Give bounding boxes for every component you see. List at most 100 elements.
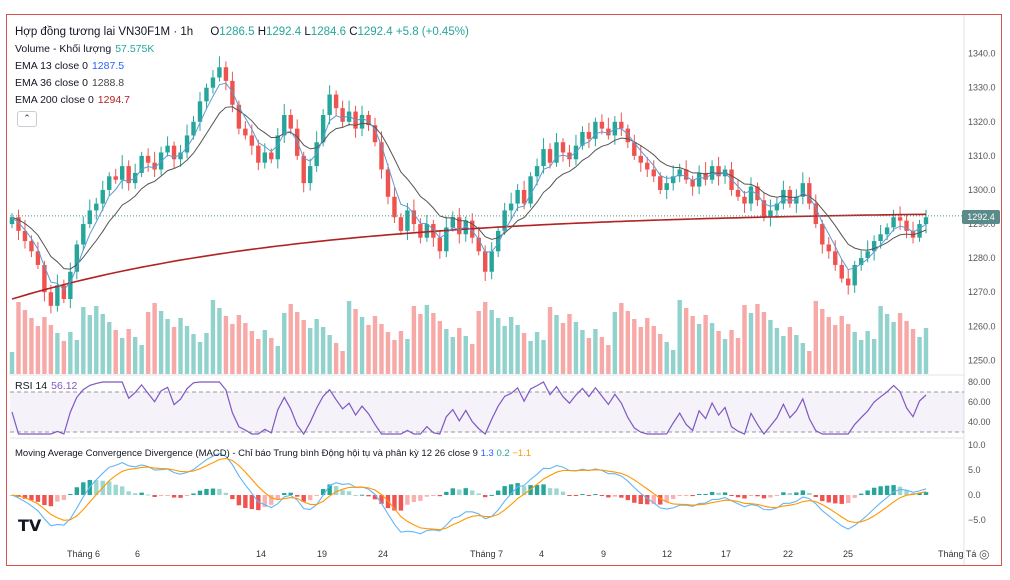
volume-bar xyxy=(813,301,819,374)
candle-body xyxy=(42,264,47,293)
candle-body xyxy=(735,189,741,197)
macd-histogram-bar xyxy=(800,490,806,495)
macd-histogram-bar xyxy=(288,492,293,495)
x-tick-label: 19 xyxy=(317,549,327,559)
volume-bar xyxy=(55,333,60,374)
volume-bar xyxy=(372,316,378,374)
ohlc-low: 1284.6 xyxy=(310,26,346,38)
macd-histogram-bar xyxy=(366,495,371,497)
legend-ema200[interactable]: EMA 200 close 0 1294.7 xyxy=(15,94,130,107)
macd-histogram-bar xyxy=(29,495,34,501)
candle-body xyxy=(126,166,131,184)
ohlc-low-label: L xyxy=(304,26,311,38)
volume-bar xyxy=(632,319,637,374)
candle-body xyxy=(632,142,637,156)
macd-histogram-bar xyxy=(359,494,365,496)
macd-histogram-bar xyxy=(282,493,287,495)
macd-histogram-bar xyxy=(210,488,216,495)
macd-histogram-bar xyxy=(774,495,780,496)
legend-ema36[interactable]: EMA 36 close 0 1288.8 xyxy=(15,77,124,90)
volume-bar xyxy=(262,330,268,374)
macd-histogram-bar xyxy=(372,495,378,500)
price-change: +5.8 (+0.45%) xyxy=(395,26,469,38)
legend-rsi[interactable]: RSI 14 56.12 xyxy=(15,380,77,393)
volume-bar xyxy=(696,324,702,374)
volume-bar xyxy=(502,326,507,374)
macd-histogram-bar xyxy=(132,493,138,495)
macd-histogram-bar xyxy=(807,492,812,495)
volume-bar xyxy=(113,330,118,374)
macd-histogram-bar xyxy=(820,495,825,502)
macd-histogram-bar xyxy=(599,495,605,496)
legend-macd[interactable]: Moving Average Convergence Divergence (M… xyxy=(15,447,531,460)
macd-histogram-bar xyxy=(878,486,883,495)
legend-ema13[interactable]: EMA 13 close 0 1287.5 xyxy=(15,60,124,73)
macd-histogram-bar xyxy=(865,490,870,495)
macd-histogram-bar xyxy=(781,492,786,495)
tradingview-logo[interactable]: TV xyxy=(18,516,42,535)
volume-bar xyxy=(191,334,196,374)
volume-bar xyxy=(560,323,566,374)
volume-bar xyxy=(735,338,741,374)
ema13-label: EMA 13 close 0 xyxy=(15,60,88,72)
candle-body xyxy=(606,128,611,136)
macd-histogram-bar xyxy=(191,493,196,495)
macd-histogram-bar xyxy=(223,492,229,495)
legend-volume[interactable]: Volume - Khối lượng 57.575K xyxy=(15,43,154,56)
candle-body xyxy=(755,186,760,201)
macd-histogram-bar xyxy=(761,495,767,499)
volume-bar xyxy=(768,320,773,374)
macd-histogram-bar xyxy=(573,495,579,496)
ema13-line xyxy=(11,82,927,291)
macd-histogram-bar xyxy=(431,495,436,496)
candle-body xyxy=(411,210,417,225)
symbol-title[interactable]: Hợp đồng tương lai VN30F1M xyxy=(15,26,171,38)
volume-bar xyxy=(807,351,812,374)
volume-bar xyxy=(301,320,306,374)
x-tick-label: 17 xyxy=(721,549,731,559)
macd-label: Moving Average Convergence Divergence (M… xyxy=(15,448,478,459)
volume-bar xyxy=(709,323,715,374)
macd-histogram-bar xyxy=(534,484,540,495)
candle-body xyxy=(871,241,877,252)
candle-body xyxy=(35,251,41,265)
macd-histogram-bar xyxy=(625,495,631,501)
candle-body xyxy=(398,217,404,231)
candle-body xyxy=(826,244,831,252)
x-tick-label: 22 xyxy=(783,549,793,559)
x-tick-label: Tháng 6 xyxy=(67,549,100,559)
volume-bar xyxy=(547,307,553,374)
macd-histogram-bar xyxy=(74,487,80,495)
macd-y-tick-label: 5.0 xyxy=(968,465,981,475)
gear-icon[interactable]: ◎ xyxy=(979,547,990,561)
macd-histogram-bar xyxy=(424,495,430,497)
candle-body xyxy=(320,114,326,143)
volume-bar xyxy=(534,332,540,374)
candle-body xyxy=(807,183,812,204)
macd-histogram-bar xyxy=(846,495,851,504)
macd-histogram-bar xyxy=(107,481,112,495)
macd-histogram-bar xyxy=(392,495,397,511)
chevron-up-icon[interactable]: ⌃ xyxy=(17,111,37,127)
volume-bar xyxy=(81,307,86,374)
volume-bar xyxy=(897,313,903,374)
candle-body xyxy=(107,176,112,190)
candle-body xyxy=(223,67,229,81)
candle-body xyxy=(301,155,306,184)
candle-body xyxy=(619,121,624,129)
volume-bar xyxy=(567,314,572,374)
volume-bar xyxy=(217,308,222,374)
macd-histogram-bar xyxy=(528,485,533,495)
candle-body xyxy=(748,186,754,204)
macd-histogram-bar xyxy=(139,492,144,495)
volume-bar xyxy=(184,326,190,374)
candle-body xyxy=(677,169,682,177)
volume-bar xyxy=(457,328,462,374)
macd-histogram-bar xyxy=(813,495,819,498)
macd-histogram-bar xyxy=(904,490,909,495)
macd-histogram-bar xyxy=(923,492,929,495)
interval-label[interactable]: 1h xyxy=(180,26,194,38)
macd-histogram-bar xyxy=(677,495,682,496)
volume-bar xyxy=(833,325,838,374)
